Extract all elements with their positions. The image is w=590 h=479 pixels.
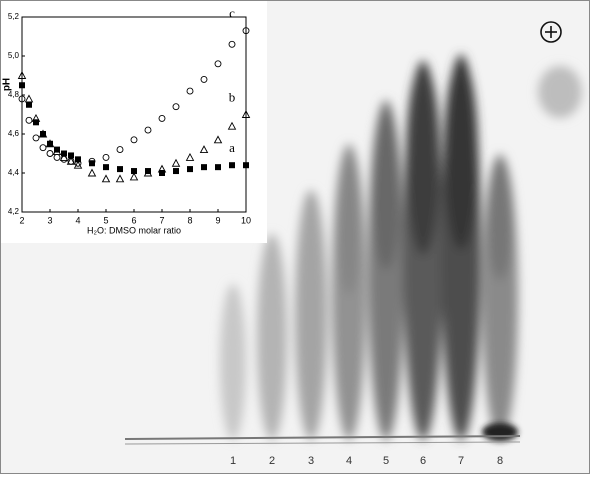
point	[200, 75, 208, 83]
point	[40, 131, 46, 137]
x-tick-label: 8	[187, 215, 192, 225]
lane-label: 7	[458, 455, 464, 467]
x-tick-label: 2	[19, 215, 24, 225]
point	[186, 87, 194, 95]
point	[24, 94, 34, 103]
x-tick-label: 7	[159, 215, 164, 225]
lane-label: 4	[346, 455, 352, 467]
anode-ring	[540, 21, 562, 43]
point	[18, 95, 26, 103]
series-label: c	[229, 6, 235, 21]
point	[45, 139, 55, 148]
point	[47, 140, 53, 147]
point	[74, 159, 82, 167]
y-tick-label: 5,2	[8, 12, 20, 21]
point	[131, 168, 137, 175]
point	[117, 166, 123, 173]
point	[158, 114, 166, 122]
point	[213, 135, 223, 144]
point	[17, 71, 27, 79]
point	[103, 164, 109, 171]
point	[88, 157, 96, 165]
lane-label: 6	[420, 455, 426, 467]
lane-label: 5	[383, 455, 389, 467]
point	[157, 164, 167, 173]
point	[173, 168, 179, 175]
point	[172, 103, 180, 111]
point	[60, 155, 68, 163]
y-tick-label: 4,8	[8, 90, 20, 99]
point	[116, 146, 124, 154]
lane-label: 1	[230, 455, 236, 467]
point	[102, 153, 110, 161]
lane-label: 8	[497, 455, 503, 467]
point	[67, 157, 75, 165]
point	[241, 110, 251, 118]
x-axis-label: H₂O: DMSO molar ratio	[87, 225, 181, 235]
lane-labels: 1 2 3 4 5 6 7 8	[230, 455, 503, 467]
y-tick-label: 5,0	[8, 51, 20, 60]
point	[75, 156, 81, 163]
point	[243, 162, 249, 169]
point	[31, 113, 41, 122]
point	[229, 162, 235, 169]
point	[68, 152, 74, 159]
gel-spot	[482, 423, 518, 441]
point	[214, 60, 222, 68]
series-label: b	[229, 89, 236, 104]
point	[215, 164, 221, 171]
point	[199, 145, 209, 154]
y-tick-label: 4,6	[8, 129, 20, 138]
gel-smears	[220, 54, 582, 440]
point	[185, 152, 195, 161]
point	[33, 119, 39, 126]
point	[171, 158, 181, 167]
point	[101, 174, 111, 183]
point	[39, 144, 47, 152]
x-tick-label: 10	[241, 215, 251, 225]
inset-chart: 2 3 4 5 6 7 8 9 10 4,2 4,4 4,6 4,8 5,0 5,2 H₂O: DMSO mo…	[2, 6, 251, 236]
point	[19, 82, 25, 89]
point	[89, 160, 95, 167]
y-tick-label: 4,2	[8, 207, 20, 216]
point	[144, 126, 152, 134]
well-line	[124, 441, 521, 445]
point	[87, 168, 97, 177]
inset-background	[1, 1, 267, 243]
point	[242, 27, 250, 35]
y-axis-label: pH	[2, 78, 13, 91]
point	[201, 164, 207, 171]
x-tick-label: 4	[75, 215, 80, 225]
x-tick-label: 9	[215, 215, 220, 225]
y-tick-label: 4,4	[8, 168, 20, 177]
point	[130, 136, 138, 144]
point	[73, 160, 83, 169]
lane-label: 2	[269, 455, 275, 467]
point	[187, 166, 193, 173]
point	[25, 116, 33, 124]
point	[228, 40, 236, 48]
point	[143, 168, 153, 177]
point	[32, 134, 40, 142]
series-label: a	[229, 140, 235, 155]
point	[159, 170, 165, 176]
x-tick-label: 3	[47, 215, 52, 225]
x-tick-label: 6	[131, 215, 136, 225]
point	[46, 150, 54, 157]
point	[115, 174, 125, 183]
point	[227, 121, 237, 130]
well-line	[124, 435, 521, 440]
point	[129, 172, 139, 181]
point	[53, 153, 61, 161]
point	[145, 168, 151, 175]
point	[38, 129, 48, 138]
x-tick-label: 5	[103, 215, 108, 225]
lane-label: 3	[308, 455, 314, 467]
point	[26, 101, 32, 108]
point	[54, 146, 60, 153]
